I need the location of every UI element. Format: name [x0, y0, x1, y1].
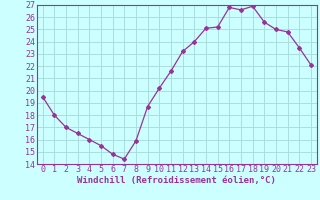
- X-axis label: Windchill (Refroidissement éolien,°C): Windchill (Refroidissement éolien,°C): [77, 176, 276, 185]
